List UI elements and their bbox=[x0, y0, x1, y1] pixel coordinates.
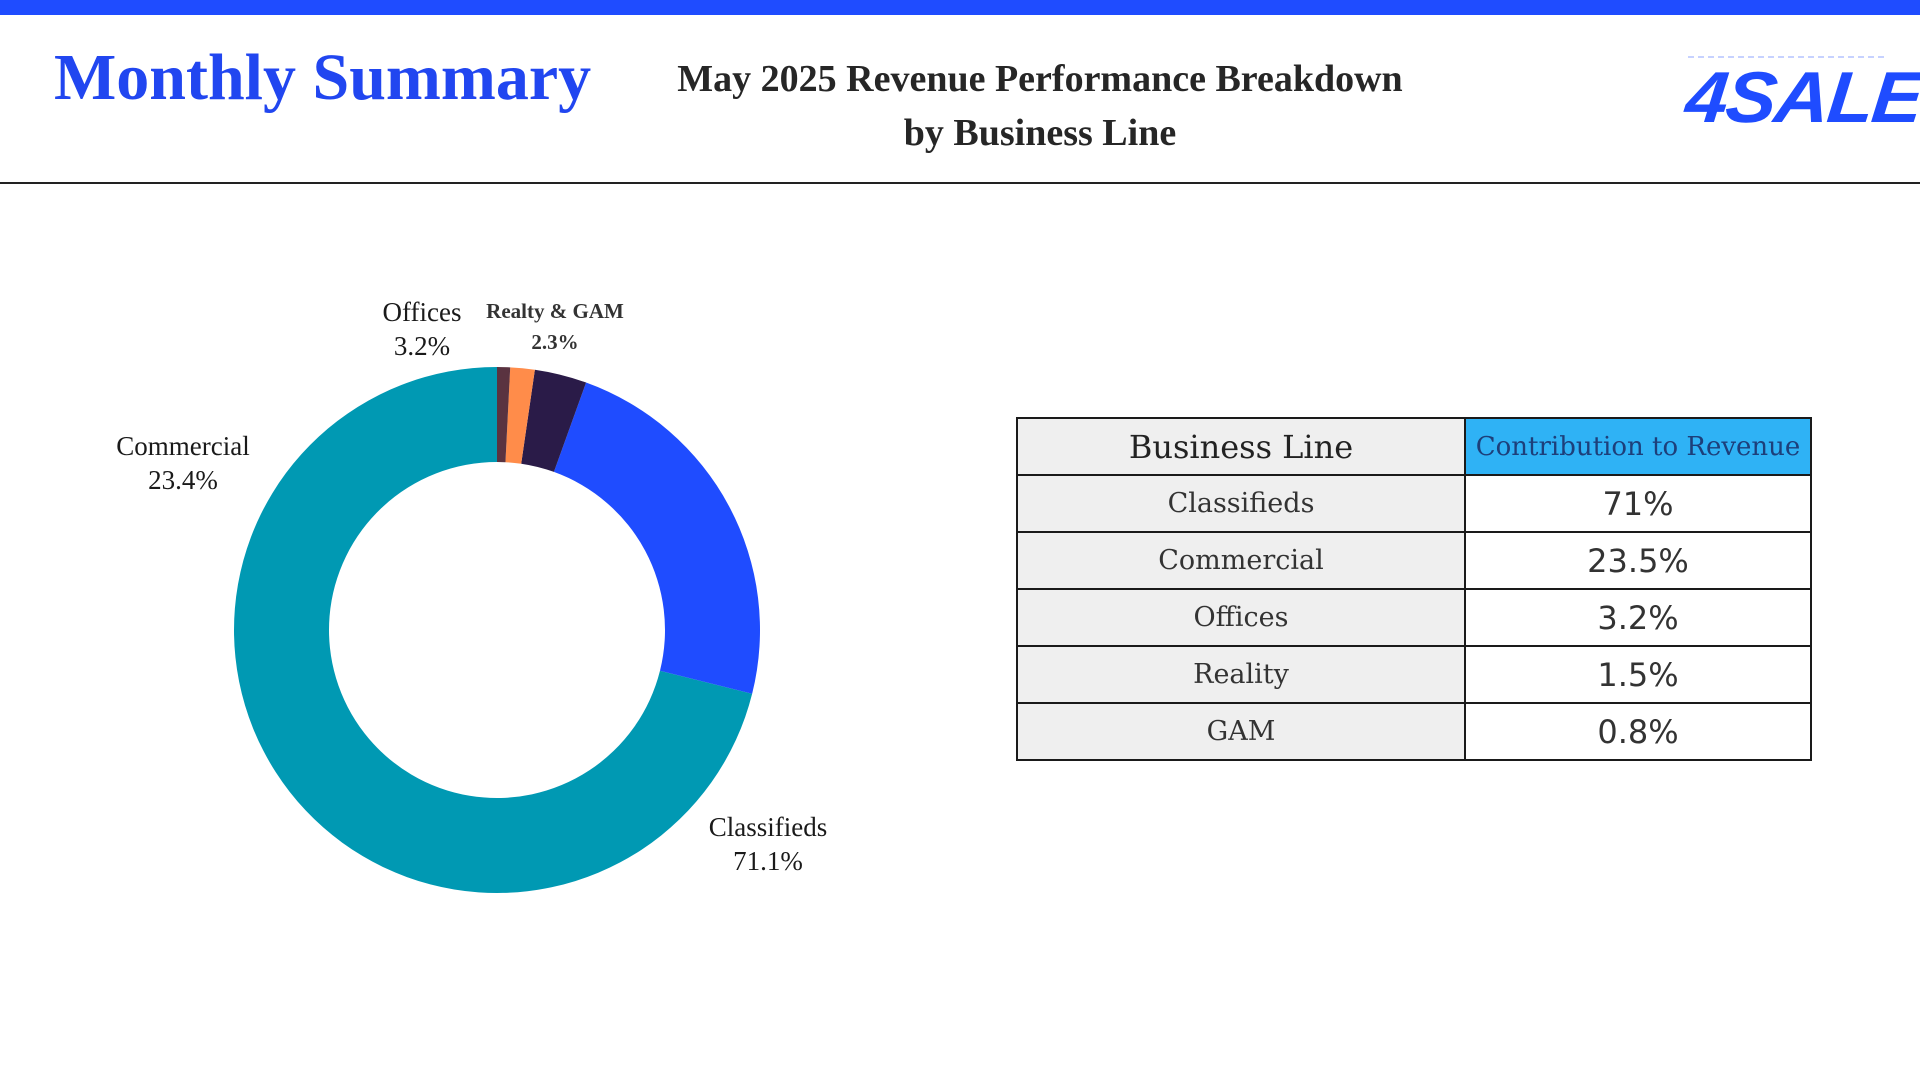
label-realty-gam-value: 2.3% bbox=[531, 330, 578, 354]
donut-labels: Classifieds 71.1% Commercial 23.4% Offic… bbox=[116, 297, 827, 876]
logo-decoration bbox=[1688, 56, 1884, 60]
label-commercial-name: Commercial bbox=[116, 431, 249, 461]
donut-slice-offices bbox=[521, 369, 587, 472]
label-classifieds-name: Classifieds bbox=[709, 812, 828, 842]
donut-slice-realty bbox=[505, 367, 535, 464]
table-row: Commercial 23.5% bbox=[1016, 531, 1812, 590]
revenue-contribution-table: Business Line Contribution to Revenue Cl… bbox=[1016, 417, 1812, 761]
label-realty-gam-name: Realty & GAM bbox=[486, 299, 624, 323]
cell-contribution: 3.2% bbox=[1464, 588, 1812, 647]
cell-business-line: Reality bbox=[1016, 645, 1466, 704]
header-business-line: Business Line bbox=[1016, 417, 1466, 476]
cell-contribution: 71% bbox=[1464, 474, 1812, 533]
donut-slice-classifieds bbox=[233, 367, 753, 894]
cell-business-line: GAM bbox=[1016, 702, 1466, 761]
cell-business-line: Offices bbox=[1016, 588, 1466, 647]
donut-slice-gam bbox=[497, 367, 511, 463]
donut-slice-commercial bbox=[553, 382, 760, 694]
table-row: Classifieds 71% bbox=[1016, 474, 1812, 533]
table-row: Reality 1.5% bbox=[1016, 645, 1812, 704]
logo-wordmark: 4SALE bbox=[1681, 57, 1920, 138]
subtitle-line-2: by Business Line bbox=[903, 112, 1177, 154]
label-commercial-value: 23.4% bbox=[148, 465, 218, 495]
cell-contribution: 0.8% bbox=[1464, 702, 1812, 761]
table-header-row: Business Line Contribution to Revenue bbox=[1016, 417, 1812, 476]
header-divider bbox=[0, 182, 1920, 184]
revenue-donut-chart: Classifieds 71.1% Commercial 23.4% Offic… bbox=[116, 297, 827, 894]
cell-business-line: Commercial bbox=[1016, 531, 1466, 590]
label-offices-value: 3.2% bbox=[394, 331, 450, 361]
label-offices-name: Offices bbox=[383, 297, 462, 327]
top-accent-bar bbox=[0, 0, 1920, 15]
cell-contribution: 1.5% bbox=[1464, 645, 1812, 704]
page-title: Monthly Summary bbox=[54, 41, 592, 114]
label-classifieds-value: 71.1% bbox=[733, 846, 803, 876]
cell-contribution: 23.5% bbox=[1464, 531, 1812, 590]
header-contribution: Contribution to Revenue bbox=[1464, 417, 1812, 476]
table-row: GAM 0.8% bbox=[1016, 702, 1812, 761]
subtitle-line-1: May 2025 Revenue Performance Breakdown bbox=[677, 58, 1403, 100]
table-row: Offices 3.2% bbox=[1016, 588, 1812, 647]
cell-business-line: Classifieds bbox=[1016, 474, 1466, 533]
brand-logo: 4SALE bbox=[1682, 56, 1920, 140]
donut-slices bbox=[233, 367, 760, 894]
chart-subtitle: May 2025 Revenue Performance Breakdown b… bbox=[640, 52, 1440, 160]
